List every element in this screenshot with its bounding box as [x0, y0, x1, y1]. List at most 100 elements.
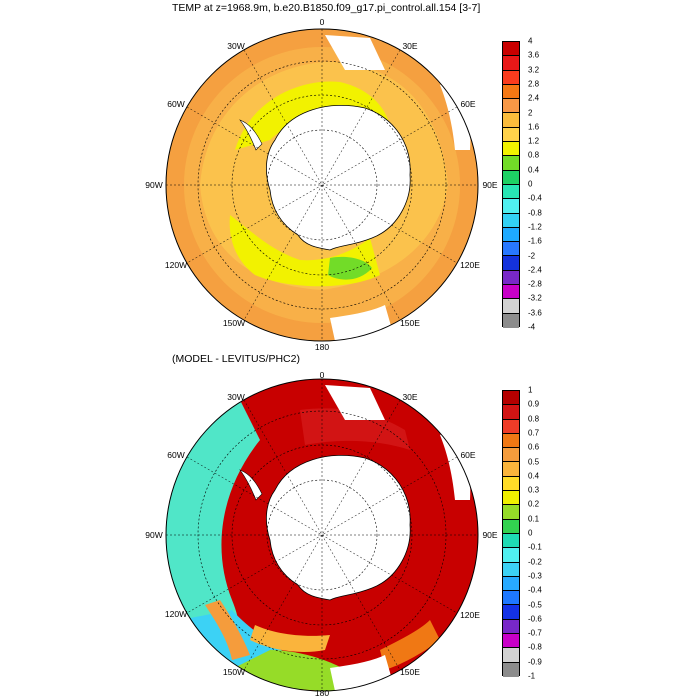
green-zone-ross [328, 256, 372, 280]
colorbar-tick-label: -2.8 [528, 279, 542, 289]
colorbar-cell [503, 433, 519, 449]
colorbar-cell [503, 99, 519, 114]
colorbar-cell [503, 313, 519, 328]
orange-anomaly-3 [380, 620, 440, 670]
colorbar-cell [503, 170, 519, 185]
land-mask-north [325, 35, 385, 70]
colorbar-cell [503, 242, 519, 257]
colorbar-tick-label: -4 [528, 322, 536, 332]
colorbar-tick-label: 0.3 [528, 485, 540, 495]
lon-label-90e: 90E [482, 180, 498, 190]
colorbar-tick-label: 0.8 [528, 150, 540, 160]
lon-label-120w: 120W [164, 260, 188, 270]
colorbar-cell [503, 605, 519, 620]
lon-label-30e: 30E [402, 41, 418, 51]
colorbar-tick-label: 2.4 [528, 93, 540, 103]
colorbar-cell [503, 256, 519, 271]
colorbar-tick-label: 4 [528, 36, 533, 46]
lon-label-120e-bottom: 120E [460, 610, 480, 620]
cool-anomaly-west [166, 400, 260, 680]
colorbar-cell [503, 491, 519, 506]
land-mask-east [440, 80, 471, 150]
colorbar-cell [503, 634, 519, 649]
lon-label-120e: 120E [460, 260, 480, 270]
colorbar-tick-label: -0.4 [528, 193, 542, 203]
colorbar-cell [503, 184, 519, 200]
colorbar-cell [503, 199, 519, 214]
bottom-map-border [165, 378, 479, 692]
colorbar-cell [503, 391, 519, 406]
lon-label-30w-bottom: 30W [227, 392, 245, 402]
lon-label-90w: 90W [145, 180, 163, 190]
colorbar-tick-label: 2 [528, 108, 533, 117]
lon-label-60w: 60W [167, 99, 185, 109]
lon-label-180-bottom: 180 [314, 688, 330, 698]
colorbar-tick-label: 0.1 [528, 514, 540, 524]
colorbar-tick-label: -3.2 [528, 293, 542, 303]
lon-label-90w-bottom: 90W [145, 530, 163, 540]
bottom-map-title: (MODEL - LEVITUS/PHC2) [172, 353, 300, 365]
colorbar-tick-label: -0.3 [528, 571, 542, 581]
colorbar-cell [503, 562, 519, 577]
top-map-title: TEMP at z=1968.9m, b.e20.B1850.f09_g17.p… [172, 2, 481, 14]
colorbar-tick-label: 3.6 [528, 50, 540, 60]
land-mask-north-bottom [325, 385, 385, 420]
colorbar-tick-label: -0.5 [528, 600, 542, 609]
colorbar-cell [503, 505, 519, 520]
antarctic-peninsula-bottom [239, 469, 263, 501]
lon-label-150w-bottom: 150W [222, 667, 246, 677]
lon-label-150e-bottom: 150E [400, 667, 420, 677]
colorbar-cell [503, 70, 519, 85]
antarctica-land-bottom [266, 455, 411, 601]
colorbar-tick-label: -0.6 [528, 614, 542, 624]
colorbar-tick-label: 0 [528, 528, 533, 538]
colorbar-cell [503, 227, 519, 243]
colorbar-cell [503, 419, 519, 434]
meridian-lines [166, 29, 478, 341]
colorbar-tick-label: 1.6 [528, 122, 540, 132]
lon-label-60e: 60E [460, 99, 476, 109]
colorbar-tick-label: 0 [528, 179, 533, 189]
colorbar-cell [503, 213, 519, 228]
colorbar-tick-label: 0.6 [528, 442, 540, 452]
colorbar-cell [503, 662, 519, 677]
colorbar-cell [503, 299, 519, 314]
lon-label-60w-bottom: 60W [167, 450, 185, 460]
colorbar-cell [503, 533, 519, 549]
bottom-polar-map [165, 378, 479, 692]
antarctica-land [266, 105, 411, 251]
colorbar-cell [503, 84, 519, 100]
bottom-map-panel: (MODEL - LEVITUS/PHC2) [0, 350, 700, 700]
colorbar-tick-label: -2 [528, 251, 536, 260]
land-mask-east-bottom [440, 430, 471, 500]
colorbar-tick-label: -0.2 [528, 557, 542, 567]
colorbar-tick-label: -1.2 [528, 222, 542, 232]
lon-label-60e-bottom: 60E [460, 450, 476, 460]
colorbar-tick-label: 2.8 [528, 79, 540, 89]
colorbar-tick-label: -0.9 [528, 657, 542, 667]
lon-label-30w: 30W [227, 41, 245, 51]
colorbar-tick-label: -0.1 [528, 542, 542, 552]
colorbar-cell [503, 462, 519, 477]
colorbar-cell [503, 548, 519, 563]
colorbar-tick-label: 0.5 [528, 457, 540, 466]
meridian-lines-bottom [166, 379, 478, 691]
colorbar-tick-label: 0.8 [528, 414, 540, 424]
colorbar-tick-label: 0.2 [528, 499, 540, 509]
top-colorbar [502, 41, 520, 328]
colorbar-cell [503, 519, 519, 534]
bottom-colorbar [502, 390, 520, 677]
colorbar-cell [503, 405, 519, 420]
colorbar-tick-label: 3.2 [528, 65, 540, 75]
colorbar-cell [503, 113, 519, 128]
top-map-border [165, 28, 479, 342]
colorbar-tick-label: -1.6 [528, 236, 542, 246]
lon-label-150w: 150W [222, 318, 246, 328]
orange-anomaly-1 [205, 600, 250, 660]
colorbar-cell [503, 476, 519, 492]
colorbar-tick-label: 0.4 [528, 471, 540, 481]
lon-label-150e: 150E [400, 318, 420, 328]
colorbar-tick-label: 1.2 [528, 136, 540, 146]
colorbar-cell [503, 285, 519, 300]
colorbar-tick-label: -2.4 [528, 265, 542, 275]
